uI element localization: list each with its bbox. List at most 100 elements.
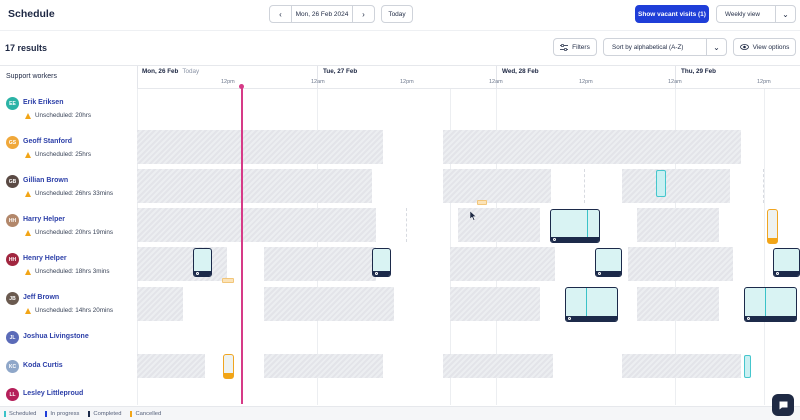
chevron-down-icon: ⌄ (775, 6, 795, 22)
legend-swatch (130, 410, 133, 417)
warning-icon (25, 190, 31, 197)
shift-card-cancelled[interactable] (767, 209, 778, 244)
unavailable-block (137, 247, 227, 281)
avatar: JL (6, 331, 19, 344)
legend-swatch (88, 410, 91, 417)
avatar: HH (6, 214, 19, 227)
today-tag: Today (182, 68, 200, 75)
time-tick: 12am (311, 79, 325, 85)
dashed-divider (406, 208, 407, 242)
worker-row[interactable]: HH Henry Helper Unscheduled: 18hrs 3mins (6, 253, 136, 283)
worker-row[interactable]: HH Harry Helper Unscheduled: 20hrs 19min… (6, 214, 136, 244)
results-count: 17 results (5, 43, 48, 53)
divider (0, 30, 800, 31)
shift-card-cancelled[interactable] (223, 354, 234, 379)
worker-row[interactable]: LL Lesley Littleproud (6, 388, 136, 418)
worker-name[interactable]: Harry Helper (23, 216, 66, 223)
avatar: LL (6, 388, 19, 401)
unscheduled-hours: Unscheduled: 26hrs 33mins (25, 190, 113, 197)
legend-item: Completed (88, 410, 122, 417)
shift-card[interactable] (565, 287, 618, 322)
current-time-dot (239, 84, 244, 89)
worker-name[interactable]: Jeff Brown (23, 294, 60, 301)
time-tick: 12pm (400, 79, 414, 85)
unavailable-block (628, 247, 733, 281)
worker-name[interactable]: Gillian Brown (23, 177, 69, 184)
worker-row[interactable]: EE Erik Eriksen Unscheduled: 20hrs (6, 97, 136, 127)
worker-name[interactable]: Lesley Littleproud (23, 390, 84, 397)
page-title: Schedule (8, 8, 55, 20)
shift-card[interactable] (193, 248, 212, 277)
shift-card[interactable] (550, 209, 600, 243)
chevron-right-icon: › (362, 9, 365, 19)
chat-button[interactable] (772, 394, 794, 416)
shift-card[interactable] (744, 287, 797, 322)
legend-label: Completed (93, 410, 122, 417)
warning-icon (25, 112, 31, 119)
worker-row[interactable]: GB Gillian Brown Unscheduled: 26hrs 33mi… (6, 175, 136, 205)
eye-icon (739, 44, 749, 50)
mouse-cursor-icon (470, 211, 477, 221)
shift-card[interactable] (773, 248, 800, 277)
unavailable-block (137, 130, 383, 164)
status-legend: Scheduled In progress Completed Cancelle… (0, 406, 800, 420)
unavailable-block (137, 208, 376, 242)
worker-row[interactable]: JL Joshua Livingstone (6, 331, 136, 361)
prev-week-button[interactable]: ‹ (269, 5, 292, 23)
vacant-marker[interactable] (222, 278, 234, 283)
warning-icon (25, 307, 31, 314)
legend-item: Cancelled (130, 410, 162, 417)
grid-line (764, 89, 765, 405)
current-time-line (241, 86, 243, 404)
day-separator (675, 66, 676, 88)
avatar: EE (6, 97, 19, 110)
date-display[interactable]: Mon, 26 Feb 2024 (291, 5, 353, 23)
worker-name[interactable]: Koda Curtis (23, 362, 63, 369)
worker-row[interactable]: GS Geoff Stanford Unscheduled: 25hrs (6, 136, 136, 166)
day-label: Mon, 26 Feb (142, 68, 179, 75)
sort-select[interactable]: Sort by alphabetical (A-Z) ⌄ (603, 38, 727, 56)
unscheduled-text: Unscheduled: 14hrs 20mins (35, 307, 114, 314)
legend-label: In progress (50, 410, 80, 417)
worker-name[interactable]: Joshua Livingstone (23, 333, 89, 340)
worker-row[interactable]: JB Jeff Brown Unscheduled: 14hrs 20mins (6, 292, 136, 322)
unscheduled-text: Unscheduled: 20hrs 19mins (35, 229, 114, 236)
view-mode-select[interactable]: Weekly view ⌄ (716, 5, 796, 23)
unavailable-block (450, 247, 555, 281)
legend-item: In progress (45, 410, 80, 417)
legend-swatch (4, 410, 6, 417)
shift-card[interactable] (656, 170, 666, 197)
filters-label: Filters (572, 43, 590, 51)
vacant-marker[interactable] (477, 200, 487, 205)
filters-button[interactable]: Filters (553, 38, 597, 56)
today-button[interactable]: Today (381, 5, 413, 23)
unscheduled-text: Unscheduled: 25hrs (35, 151, 92, 158)
view-mode-label: Weekly view (725, 10, 760, 18)
unavailable-block (443, 130, 741, 164)
legend-label: Cancelled (135, 410, 162, 417)
shift-card[interactable] (595, 248, 622, 277)
shift-card[interactable] (372, 248, 391, 277)
time-tick: 12pm (221, 79, 235, 85)
avatar: GS (6, 136, 19, 149)
unavailable-block (443, 354, 553, 378)
worker-row[interactable]: KC Koda Curtis (6, 360, 136, 390)
worker-name[interactable]: Erik Eriksen (23, 99, 64, 106)
time-tick: 12am (668, 79, 682, 85)
shift-card[interactable] (744, 355, 751, 378)
sort-label: Sort by alphabetical (A-Z) (612, 43, 684, 51)
time-tick: 12am (489, 79, 503, 85)
legend-item: Scheduled (4, 410, 36, 417)
worker-name[interactable]: Geoff Stanford (23, 138, 72, 145)
view-options-button[interactable]: View options (733, 38, 796, 56)
worker-name[interactable]: Henry Helper (23, 255, 67, 262)
warning-icon (25, 268, 31, 275)
sliders-icon (560, 43, 569, 51)
show-vacant-visits-button[interactable]: Show vacant visits (1) (635, 5, 709, 23)
chevron-down-icon: ⌄ (706, 39, 726, 55)
unavailable-block (264, 247, 376, 281)
dashed-divider (763, 169, 764, 203)
divider (137, 88, 800, 89)
next-week-button[interactable]: › (352, 5, 375, 23)
time-tick: 12pm (757, 79, 771, 85)
